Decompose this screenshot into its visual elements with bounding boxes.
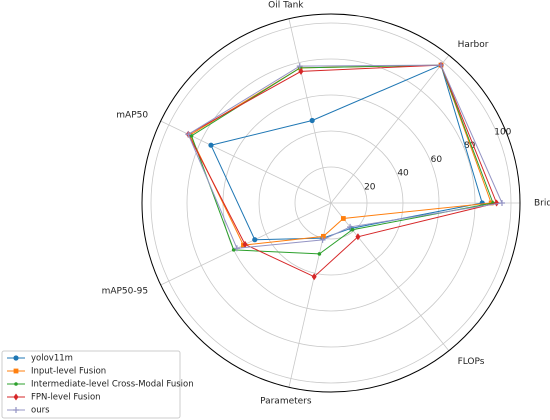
point [252,237,258,243]
outer-ring [141,13,521,393]
point [231,248,236,252]
point [14,382,18,386]
point [317,252,322,256]
legend: yolov11m Input-level Fusion Intermediate-l… [1,350,194,419]
point [13,393,19,401]
legend-box [1,350,181,419]
spoke [288,202,332,388]
legend-label: Intermediate-level Cross-Modal Fusion [31,380,194,390]
spoke [330,54,450,204]
series-line [190,64,494,255]
spoke [160,120,332,204]
r-tick-label: 40 [397,169,409,179]
r-tick-label: 80 [464,141,476,151]
point [355,233,361,241]
category-label: mAP50 [116,110,148,120]
point [350,227,355,232]
legend-label: FPN-level Fusion [31,393,101,403]
category-label: Oil Tank [268,1,304,11]
r-tick-label: 60 [431,155,443,165]
spoke [330,202,450,352]
point [320,233,326,239]
r-tick-label: 20 [364,182,376,192]
point [242,240,248,248]
point [309,117,315,124]
series-line [189,64,492,246]
legend-label: yolov11m [31,354,73,364]
point [311,273,317,281]
legend-label: Input-level Fusion [31,367,106,377]
r-tick-label: 100 [494,127,511,137]
point [185,131,192,138]
point [499,200,505,206]
point [319,236,326,243]
point [208,142,214,148]
point [494,199,500,207]
category-label: Parameters [260,396,312,406]
category-label: mAP50-95 [102,287,149,297]
point [189,134,194,138]
point [437,62,444,69]
series-line [210,64,483,241]
legend-label: ours [31,406,50,416]
point [13,368,19,374]
point [298,67,304,75]
point [13,355,19,361]
series-line [187,64,498,278]
spoke [288,18,332,204]
series-line [187,64,503,249]
point [340,216,346,221]
point [13,407,19,413]
point [233,245,240,252]
point [296,63,303,70]
category-label: FLOPs [458,357,485,367]
point [347,223,354,230]
category-label: Bridge [534,199,550,209]
category-label: Harbor [458,40,489,50]
